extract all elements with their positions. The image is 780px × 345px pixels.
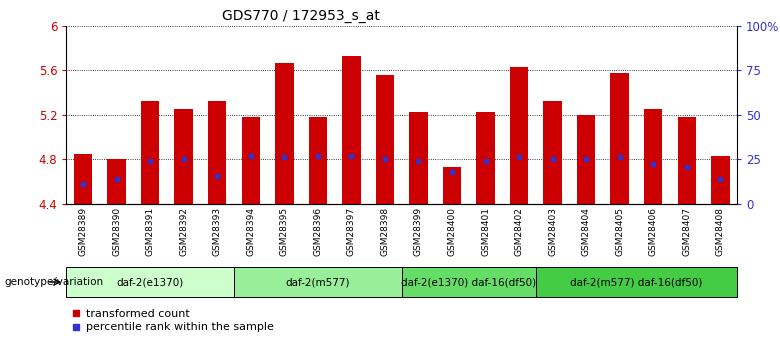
Bar	[678, 117, 696, 204]
Legend: transformed count, percentile rank within the sample: transformed count, percentile rank withi…	[72, 309, 275, 333]
Bar	[309, 117, 327, 204]
Text: genotype/variation: genotype/variation	[4, 277, 103, 287]
Text: GSM28404: GSM28404	[582, 207, 590, 256]
Text: daf-2(m577): daf-2(m577)	[285, 277, 350, 287]
Text: GSM28405: GSM28405	[615, 207, 624, 256]
Text: GSM28403: GSM28403	[548, 207, 557, 256]
Bar	[234, 267, 402, 297]
Text: GSM28396: GSM28396	[314, 207, 322, 256]
Text: GSM28389: GSM28389	[79, 207, 87, 256]
Text: GSM28398: GSM28398	[381, 207, 389, 256]
Bar	[544, 101, 562, 204]
Bar	[410, 112, 427, 204]
Bar	[66, 267, 234, 297]
Text: GSM28395: GSM28395	[280, 207, 289, 256]
Bar	[141, 101, 159, 204]
Text: GSM28394: GSM28394	[246, 207, 255, 256]
Text: GSM28400: GSM28400	[448, 207, 456, 256]
Bar	[242, 117, 260, 204]
Text: GSM28406: GSM28406	[649, 207, 658, 256]
Text: daf-2(e1370): daf-2(e1370)	[116, 277, 184, 287]
Text: GSM28402: GSM28402	[515, 207, 523, 256]
Text: daf-2(e1370) daf-16(df50): daf-2(e1370) daf-16(df50)	[401, 277, 537, 287]
Title: GDS770 / 172953_s_at: GDS770 / 172953_s_at	[222, 9, 380, 23]
Bar	[536, 267, 737, 297]
Text: GSM28390: GSM28390	[112, 207, 121, 256]
Bar	[342, 56, 360, 204]
Text: GSM28397: GSM28397	[347, 207, 356, 256]
Text: GSM28408: GSM28408	[716, 207, 725, 256]
Bar	[74, 154, 92, 204]
Bar	[611, 72, 629, 204]
Text: GSM28393: GSM28393	[213, 207, 222, 256]
Text: GSM28392: GSM28392	[179, 207, 188, 256]
Text: GSM28401: GSM28401	[481, 207, 490, 256]
Text: GSM28391: GSM28391	[146, 207, 154, 256]
Bar	[175, 109, 193, 204]
Bar	[443, 167, 461, 204]
Bar	[577, 115, 595, 204]
Bar	[644, 109, 662, 204]
Text: GSM28407: GSM28407	[682, 207, 691, 256]
Bar	[402, 267, 536, 297]
Bar	[208, 101, 226, 204]
Text: daf-2(m577) daf-16(df50): daf-2(m577) daf-16(df50)	[570, 277, 703, 287]
Bar	[477, 112, 495, 204]
Bar	[376, 75, 394, 204]
Bar	[510, 67, 528, 204]
Bar	[711, 156, 729, 204]
Bar	[108, 159, 126, 204]
Bar	[275, 62, 293, 204]
Text: GSM28399: GSM28399	[414, 207, 423, 256]
